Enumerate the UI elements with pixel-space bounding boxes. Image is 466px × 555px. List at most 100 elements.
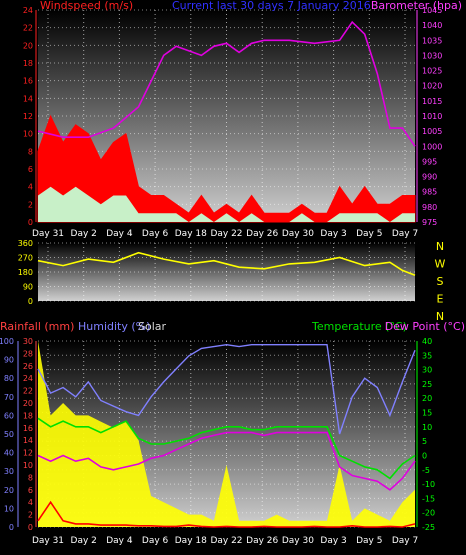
temperature-axis-tick-15: -15 — [422, 494, 435, 503]
humidity-axis-tick-60: 60 — [4, 411, 14, 420]
x-tick-day-22: Day 22 — [210, 229, 242, 239]
temperature-series — [37, 417, 416, 480]
x-tick-day-30: Day 30 — [282, 536, 314, 546]
x-tick-day-6: Day 6 — [142, 229, 169, 239]
windspeed-axis-tick-0: 0 — [28, 218, 33, 227]
rainfall-axis-tick-26: 26 — [23, 362, 33, 371]
solar-axis-label: Solar — [138, 320, 167, 333]
wind-panel-series — [37, 20, 416, 223]
barometer-axis-tick-985: 985 — [422, 188, 437, 197]
direction-panel-series — [37, 251, 416, 276]
compass-letter-0: N — [436, 240, 444, 253]
temperature-axis-tick-20: 20 — [422, 394, 432, 403]
x-tick-day-30: Day 30 — [282, 229, 314, 239]
x-tick-day-7: Day 7 — [392, 536, 418, 546]
barometer-series — [37, 20, 416, 147]
rainfall-axis-tick-20: 20 — [23, 399, 33, 408]
rainfall-axis-tick-18: 18 — [23, 411, 33, 420]
x-tick-day-4: Day 4 — [106, 536, 133, 546]
windspeed-axis-tick-8: 8 — [28, 147, 33, 156]
barometer-axis-tick-1035: 1035 — [422, 36, 442, 45]
rainfall-axis-tick-6: 6 — [28, 486, 33, 495]
humidity-axis-label: Humidity (%) — [78, 320, 150, 333]
dewpoint-axis-label: Dew Point (°C) — [385, 320, 465, 333]
temperature-axis-tick-25: -25 — [422, 523, 435, 532]
wind-direction-series — [37, 251, 416, 276]
rainfall-axis-tick-12: 12 — [23, 449, 33, 458]
x-tick-day-26: Day 26 — [246, 536, 278, 546]
direction-axis-tick-90: 90 — [23, 283, 33, 292]
x-tick-day-2: Day 2 — [71, 229, 97, 239]
x-tick-day-3: Day 3 — [320, 229, 346, 239]
humidity-axis-tick-0: 0 — [9, 523, 14, 532]
x-tick-day-26: Day 26 — [246, 229, 278, 239]
temperature-axis-tick-25: 25 — [422, 380, 432, 389]
rainfall-axis-label: Rainfall (mm) — [0, 320, 74, 333]
barometer-axis-tick-995: 995 — [422, 157, 437, 166]
temperature-axis-tick-0: 0 — [422, 451, 427, 460]
humidity-axis-tick-70: 70 — [4, 393, 14, 402]
dewpoint-series — [37, 431, 416, 491]
x-tick-day-6: Day 6 — [142, 536, 169, 546]
barometer-axis-tick-1025: 1025 — [422, 67, 442, 76]
windspeed-axis-tick-16: 16 — [23, 77, 33, 86]
x-tick-day-31: Day 31 — [32, 229, 64, 239]
temp-panel-axes: Day 31 Day 2 Day 4 Day 6 Day 18 Day 22 Day 26 D… — [0, 337, 435, 546]
x-tick-day-5: Day 5 — [356, 536, 382, 546]
barometer-axis-tick-1015: 1015 — [422, 97, 442, 106]
barometer-axis-tick-1000: 1000 — [422, 142, 442, 151]
rainfall-axis-tick-16: 16 — [23, 424, 33, 433]
windspeed-axis-tick-2: 2 — [28, 200, 33, 209]
humidity-series — [37, 343, 416, 435]
windspeed-axis-tick-4: 4 — [28, 183, 33, 192]
windspeed-axis-label: Windspeed (m/s) — [40, 0, 133, 12]
windspeed-axis-tick-10: 10 — [23, 130, 33, 139]
humidity-axis-tick-20: 20 — [4, 486, 14, 495]
humidity-axis-tick-50: 50 — [4, 430, 14, 439]
windspeed-axis-tick-6: 6 — [28, 165, 33, 174]
rainfall-axis-tick-10: 10 — [23, 461, 33, 470]
barometer-axis-tick-1005: 1005 — [422, 127, 442, 136]
temperature-axis-tick-10: -10 — [422, 480, 435, 489]
humidity-axis-tick-10: 10 — [4, 504, 14, 513]
rainfall-axis-tick-30: 30 — [23, 337, 33, 346]
wind-panel-axes: Day 31 Day 2 Day 4 Day 6 Day 18 Day 22 Day 26 D… — [23, 6, 443, 239]
windspeed-axis-tick-18: 18 — [23, 59, 33, 68]
rainfall-axis-tick-28: 28 — [23, 349, 33, 358]
direction-axis-tick-180: 180 — [18, 268, 33, 277]
temperature-axis-tick-5: -5 — [422, 466, 430, 475]
barometer-axis-tick-990: 990 — [422, 173, 437, 182]
temperature-axis-tick-30: 30 — [422, 366, 432, 375]
compass-letter-3: E — [437, 293, 444, 306]
rainfall-axis-tick-24: 24 — [23, 374, 33, 383]
chart-title: Current last 30 days 7 January 2016 — [172, 0, 371, 12]
rainfall-axis-tick-8: 8 — [28, 473, 33, 482]
x-tick-day-7: Day 7 — [392, 229, 418, 239]
temperature-axis-tick-10: 10 — [422, 423, 432, 432]
barometer-axis-tick-975: 975 — [422, 218, 437, 227]
temperature-axis-tick-40: 40 — [422, 337, 432, 346]
barometer-axis-tick-1030: 1030 — [422, 51, 442, 60]
barometer-axis-tick-1020: 1020 — [422, 82, 442, 91]
compass-letter-4: N — [436, 310, 444, 323]
x-tick-day-18: Day 18 — [175, 536, 207, 546]
humidity-axis-tick-80: 80 — [4, 374, 14, 383]
rainfall-series — [37, 500, 416, 528]
direction-axis-tick-270: 270 — [18, 254, 33, 263]
rainfall-axis-tick-4: 4 — [28, 498, 33, 507]
compass-letter-2: S — [437, 275, 444, 288]
temperature-axis-tick-5: 5 — [422, 437, 427, 446]
barometer-axis-tick-1040: 1040 — [422, 21, 442, 30]
barometer-axis-tick-1045: 1045 — [422, 6, 442, 15]
humidity-axis-tick-100: 100 — [0, 337, 14, 346]
windspeed-axis-tick-22: 22 — [23, 24, 33, 33]
windspeed-axis-tick-20: 20 — [23, 41, 33, 50]
x-tick-day-22: Day 22 — [210, 536, 242, 546]
direction-panel-grid — [38, 242, 415, 302]
x-tick-day-2: Day 2 — [71, 536, 97, 546]
x-tick-day-3: Day 3 — [320, 536, 346, 546]
x-tick-day-4: Day 4 — [106, 229, 133, 239]
temperature-axis-label: Temperature (°C) — [311, 320, 407, 333]
humidity-axis-tick-90: 90 — [4, 356, 14, 365]
